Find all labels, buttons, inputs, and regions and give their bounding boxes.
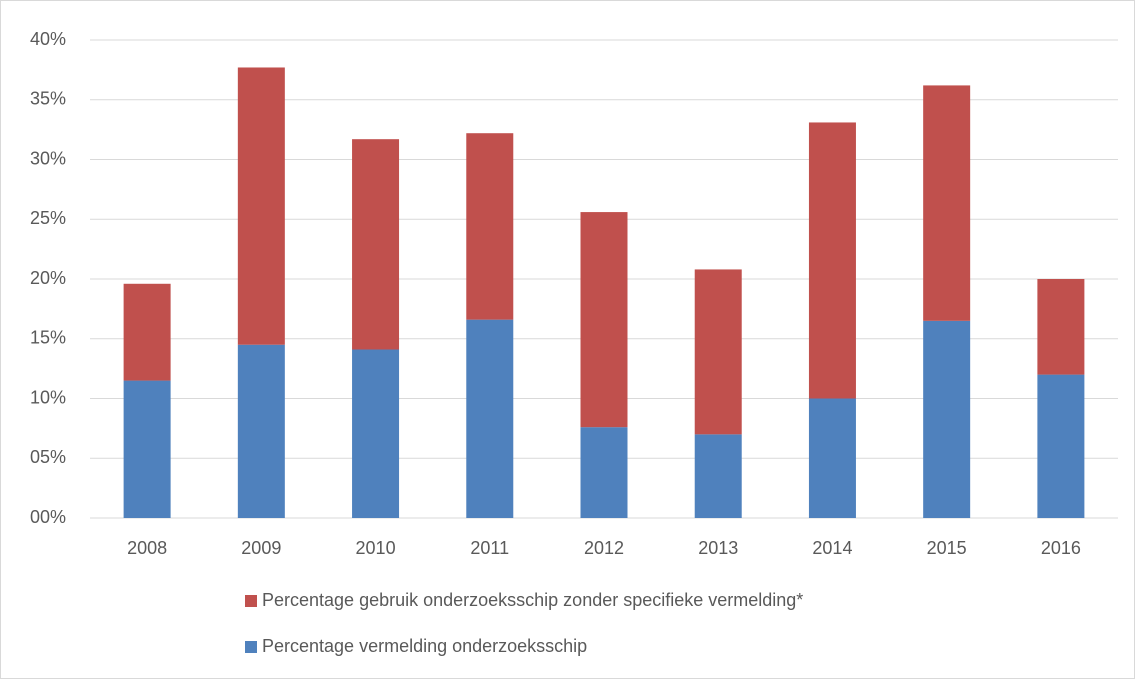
bar-segment (808, 398, 856, 518)
y-tick-label: 30% (30, 148, 66, 168)
bar-segment (352, 139, 400, 350)
legend-label: Percentage vermelding onderzoeksschip (262, 636, 587, 656)
bar-segment (123, 283, 171, 381)
bar-segment (352, 349, 400, 518)
y-tick-label: 35% (30, 89, 66, 109)
bar-segment (466, 319, 514, 518)
bar-segment (694, 269, 742, 435)
bar-segment (1037, 374, 1085, 518)
y-tick-label: 20% (30, 268, 66, 288)
legend-label: Percentage gebruik onderzoeksschip zonde… (262, 590, 803, 610)
x-tick-label: 2011 (470, 538, 509, 558)
x-tick-label: 2010 (356, 538, 396, 558)
bar-segment (237, 67, 285, 345)
bar-segment (237, 344, 285, 518)
y-tick-label: 00% (30, 507, 66, 527)
legend-swatch (245, 595, 257, 607)
y-tick-label: 05% (30, 447, 66, 467)
x-tick-label: 2012 (584, 538, 624, 558)
bar-segment (466, 133, 514, 320)
bar-segment (580, 212, 628, 428)
y-tick-label: 10% (30, 387, 66, 407)
bar-segment (923, 85, 971, 321)
x-tick-label: 2009 (241, 538, 281, 558)
legend-swatch (245, 641, 257, 653)
bar-segment (694, 434, 742, 518)
x-tick-label: 2016 (1041, 538, 1081, 558)
y-tick-label: 40% (30, 29, 66, 49)
bar-segment (123, 380, 171, 518)
bar-segment (923, 320, 971, 518)
x-tick-label: 2008 (127, 538, 167, 558)
x-tick-label: 2014 (812, 538, 852, 558)
y-tick-label: 15% (30, 328, 66, 348)
x-tick-label: 2013 (698, 538, 738, 558)
bar-segment (808, 122, 856, 399)
bar-segment (1037, 279, 1085, 375)
x-tick-label: 2015 (927, 538, 967, 558)
bar-segment (580, 427, 628, 518)
y-tick-label: 25% (30, 208, 66, 228)
